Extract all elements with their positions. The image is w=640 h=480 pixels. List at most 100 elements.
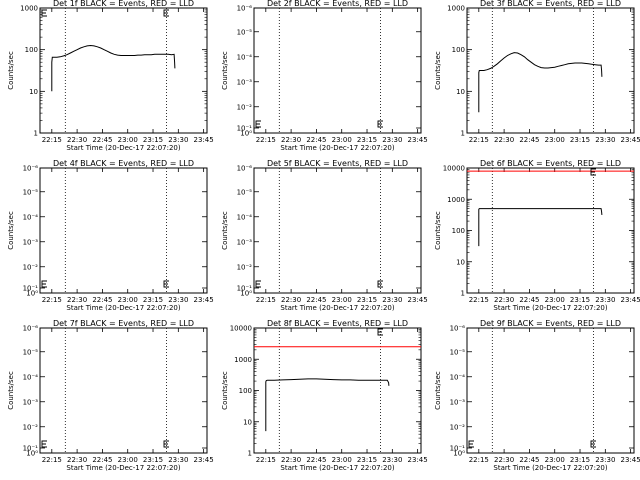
y-tick-label: 10⁻² <box>23 423 39 431</box>
x-tick-label: 23:00 <box>332 296 352 304</box>
y-tick-label: 10⁻⁴ <box>23 213 39 221</box>
x-tick-label: 23:45 <box>621 456 640 464</box>
e-marker-icon <box>377 280 383 288</box>
x-tick-label: 22:45 <box>306 136 326 144</box>
x-tick-label: 22:15 <box>469 136 489 144</box>
events-series-line <box>478 52 603 113</box>
y-tick-label: 1000 <box>447 196 465 204</box>
x-tick-label: 23:00 <box>545 136 565 144</box>
y-tick-label: 10⁻³ <box>237 78 253 86</box>
plot-frame <box>466 327 635 454</box>
y-tick-label: 10⁻² <box>237 103 253 111</box>
y-tick-label: 10⁻⁴ <box>450 373 466 381</box>
y-axis-label: Counts/sec <box>7 51 15 90</box>
y-tick-label: 100 <box>239 387 252 395</box>
x-tick-label: 22:15 <box>469 456 489 464</box>
y-tick-label: 1000 <box>234 356 252 364</box>
y-tick-label: 100 <box>25 46 38 54</box>
x-axis-label: Start Time (20-Dec-17 22:07:20) <box>280 304 394 312</box>
detector-panel-3: Det 3f BLACK = Events, RED = LLD 22:15 22:… <box>434 0 640 144</box>
x-axis-label: Start Time (20-Dec-17 22:07:20) <box>493 464 607 472</box>
y-tick-label: 10 <box>456 88 465 96</box>
x-tick-label: 23:45 <box>408 296 428 304</box>
y-tick-label: 10⁻⁶ <box>23 325 39 333</box>
x-tick-label: 22:30 <box>494 296 514 304</box>
y-tick-label: 10 <box>456 258 465 266</box>
y-axis-label: Counts/sec <box>221 211 229 250</box>
y-tick-label: 10⁻³ <box>23 238 39 246</box>
x-axis-label: Start Time (20-Dec-17 22:07:20) <box>280 144 394 152</box>
e-marker-icon <box>377 120 383 128</box>
y-axis-label: Counts/sec <box>434 371 442 410</box>
y-tick-label: 10⁻² <box>237 263 253 271</box>
x-tick-label: 22:45 <box>92 136 112 144</box>
y-tick-label: 1 <box>34 130 38 138</box>
e-marker-icon <box>163 440 169 448</box>
x-tick-label: 23:00 <box>118 296 138 304</box>
y-tick-label: 10⁻¹ <box>237 285 253 293</box>
x-tick-label: 23:00 <box>332 456 352 464</box>
e-marker-icon <box>255 120 261 128</box>
x-tick-label: 23:30 <box>382 456 402 464</box>
x-tick-label: 22:15 <box>42 136 62 144</box>
y-tick-label: 10⁻⁴ <box>237 213 253 221</box>
plot-frame <box>39 167 208 294</box>
x-tick-label: 23:15 <box>357 136 377 144</box>
x-tick-label: 23:00 <box>545 296 565 304</box>
plot-frame <box>39 7 208 134</box>
e-marker-icon <box>163 9 169 17</box>
lld-marker-icon <box>377 328 383 336</box>
plot-frame <box>466 7 635 134</box>
detector-panel-5: Det 5f BLACK = Events, RED = LLD 22:15 22:… <box>221 159 428 312</box>
y-tick-label: 1 <box>248 450 252 458</box>
x-tick-label: 22:45 <box>92 296 112 304</box>
x-tick-label: 23:00 <box>118 456 138 464</box>
x-tick-label: 22:30 <box>281 456 301 464</box>
y-tick-label: 10⁻⁶ <box>450 325 466 333</box>
y-tick-label: 10⁰ <box>26 290 38 298</box>
e-marker-icon <box>163 280 169 288</box>
e-marker-icon <box>468 440 474 448</box>
x-tick-label: 22:15 <box>256 136 276 144</box>
events-series-line <box>478 208 603 247</box>
y-tick-label: 100 <box>452 46 465 54</box>
panel-title: Det 3f BLACK = Events, RED = LLD <box>480 0 621 8</box>
x-tick-label: 23:15 <box>570 296 590 304</box>
x-tick-label: 23:30 <box>168 136 188 144</box>
y-axis-label: Counts/sec <box>221 371 229 410</box>
x-tick-label: 22:45 <box>306 296 326 304</box>
x-tick-label: 23:30 <box>595 456 615 464</box>
y-tick-label: 10⁰ <box>26 450 38 458</box>
x-tick-label: 23:15 <box>143 456 163 464</box>
x-tick-label: 23:00 <box>545 456 565 464</box>
y-axis-label: Counts/sec <box>221 51 229 90</box>
e-marker-icon <box>590 440 596 448</box>
x-tick-label: 22:30 <box>281 296 301 304</box>
x-tick-label: 22:15 <box>469 296 489 304</box>
panel-title: Det 8f BLACK = Events, RED = LLD <box>267 319 408 328</box>
x-tick-label: 23:45 <box>408 456 428 464</box>
detector-panel-6: Det 6f BLACK = Events, RED = LLD 22:15 22:… <box>434 159 640 312</box>
x-tick-label: 22:15 <box>256 296 276 304</box>
x-tick-label: 22:15 <box>42 456 62 464</box>
y-tick-label: 10 <box>243 418 252 426</box>
x-tick-label: 23:45 <box>194 456 214 464</box>
panel-title: Det 1f BLACK = Events, RED = LLD <box>53 0 194 8</box>
y-tick-label: 10⁻¹ <box>23 285 39 293</box>
y-tick-label: 10⁻² <box>23 263 39 271</box>
y-tick-label: 10⁻² <box>450 423 466 431</box>
y-tick-label: 10000 <box>443 165 465 173</box>
y-tick-label: 10⁻⁵ <box>23 188 39 196</box>
x-tick-label: 23:15 <box>357 296 377 304</box>
x-tick-label: 22:30 <box>67 456 87 464</box>
panel-title: Det 7f BLACK = Events, RED = LLD <box>53 319 194 328</box>
detector-panel-9: Det 9f BLACK = Events, RED = LLD 22:15 22:… <box>434 319 640 472</box>
x-axis-label: Start Time (20-Dec-17 22:07:20) <box>66 304 180 312</box>
x-axis-label: Start Time (20-Dec-17 22:07:20) <box>280 464 394 472</box>
x-tick-label: 23:15 <box>570 456 590 464</box>
detector-panel-8: Det 8f BLACK = Events, RED = LLD 22:15 22:… <box>221 319 428 472</box>
e-marker-icon <box>41 9 47 17</box>
x-tick-label: 23:30 <box>382 136 402 144</box>
x-tick-label: 23:15 <box>357 456 377 464</box>
